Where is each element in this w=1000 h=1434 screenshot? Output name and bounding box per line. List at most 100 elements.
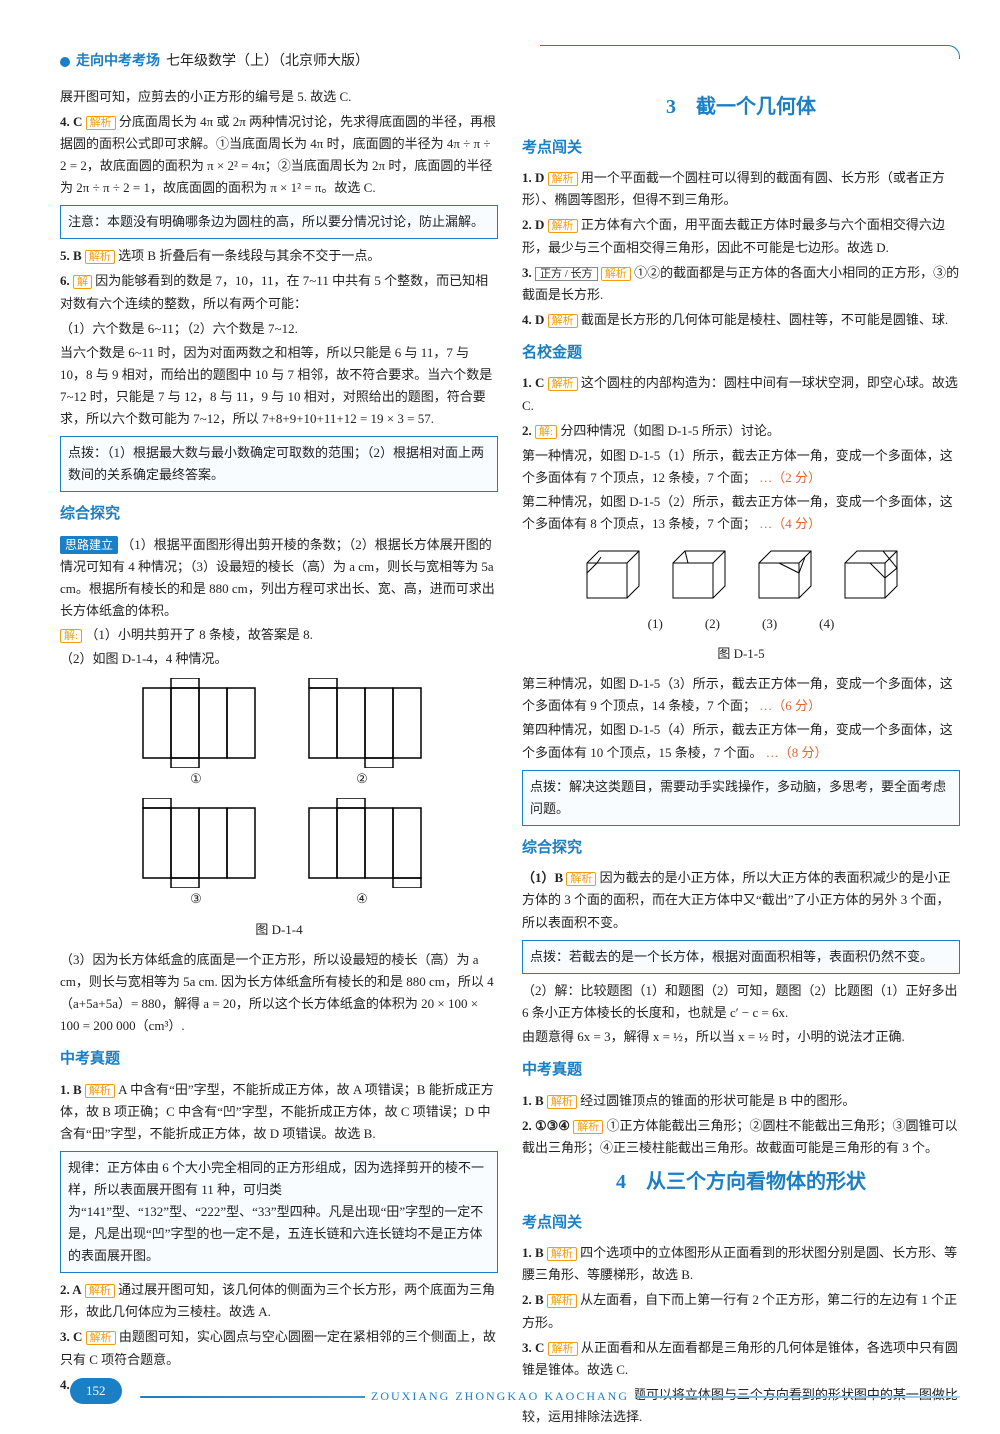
item-text: 由题图可知，实心圆点与空心圆圈一定在紧相邻的三个侧面上，故只有 C 项符合题意。 [60, 1329, 496, 1366]
note-box: 注意：本题没有明确哪条边为圆柱的高，所以要分情况讨论，防止漏解。 [60, 205, 498, 239]
jie-tag: 解 [73, 275, 92, 289]
header-subtitle: 七年级数学（上）（北京师大版） [166, 50, 369, 74]
section-title: 中考真题 [60, 1047, 498, 1073]
item-text: 从正面看和从左面看都是三角形的几何体是锥体，各选项中只有圆锥是锥体。故选 C. [522, 1340, 958, 1377]
tip-box: 点拨：若截去的是一个长方体，根据对面面积相等，表面积仍然不变。 [522, 940, 960, 974]
jiexi-tag: 解析 [601, 267, 631, 281]
item-label: 2. D [522, 217, 544, 232]
page-number: 152 [70, 1378, 122, 1404]
box-text: 点拨：若截去的是一个长方体，根据对面面积相等，表面积仍然不变。 [530, 949, 933, 964]
mx2-case1: 第一种情况，如图 D-1-5（1）所示，截去正方体一角，变成一个多面体，这个多面… [522, 445, 960, 489]
item-label: 2. ①③④ [522, 1118, 570, 1133]
item-text: 用一个平面截一个圆柱可以得到的截面有圆、长方形（或者正方形）、椭圆等图形，但得不… [522, 170, 945, 207]
item-text: 分四种情况（如图 D-1-5 所示）讨论。 [560, 423, 780, 438]
r-item-2: 2. D 解析 正方体有六个面，用平面去截正方体时最多与六个面相交得六边形，最少… [522, 214, 960, 258]
item-text: 分底面周长为 4π 或 2π 两种情况讨论，先求得底面圆的半径，再根据圆的面积公… [60, 114, 496, 195]
item-6-line: （1）六个数是 6~11；（2）六个数是 7~12. [60, 318, 498, 340]
points: …（4 分） [759, 516, 821, 531]
figure-row-2: ③ ④ [60, 798, 498, 910]
section-title: 综合探究 [60, 502, 498, 528]
jiexi-tag: 解析 [548, 172, 578, 186]
text: （1）小明共剪开了 8 条棱，故答案是 8. [85, 627, 313, 642]
item-label: 1. B [522, 1245, 544, 1260]
fig-3: ③ [121, 798, 271, 910]
box-text: 点拨：解决这类题目，需要动手实践操作，多动脑，多思考，要全面考虑问题。 [530, 779, 946, 816]
item-label: 2. A [60, 1282, 82, 1297]
zonghe-text: （1）根据平面图形得出剪开棱的条数；（2）根据长方体展开图的情况可知有 4 种情… [60, 537, 495, 618]
item-label: 6. [60, 273, 70, 288]
item-label: 4. C [60, 114, 82, 129]
jiexi-tag: 解析 [548, 1342, 578, 1356]
tip-box: 点拨：解决这类题目，需要动手实践操作，多动脑，多思考，要全面考虑问题。 [522, 770, 960, 826]
figure-caption: 图 D-1-4 [60, 919, 498, 941]
mx-item-2: 2. 解: 分四种情况（如图 D-1-5 所示）讨论。 [522, 420, 960, 442]
mx-item-1: 1. C 解析 这个圆柱的内部构造为：圆柱中间有一球状空洞，即空心球。故选 C. [522, 372, 960, 416]
item-text: 经过圆锥顶点的锥面的形状可能是 B 中的图形。 [580, 1093, 855, 1108]
jie-tag: 解: [535, 425, 557, 439]
item-6: 6. 解 因为能够看到的数是 7，10，11，在 7~11 中共有 5 个整数，… [60, 270, 498, 314]
zk2-item-1: 1. B 解析 经过圆锥顶点的锥面的形状可能是 B 中的图形。 [522, 1090, 960, 1112]
jiexi-tag: 解析 [548, 377, 578, 391]
points: …（8 分） [766, 745, 828, 760]
fig-1: ① [121, 678, 271, 790]
footer-text: ZOUXIANG ZHONGKAO KAOCHANG [365, 1386, 635, 1406]
item-label: 3. C [60, 1329, 82, 1344]
jiexi-tag: 解析 [85, 1084, 115, 1098]
item-text: A 中含有“田”字型，不能折成正方体，故 A 项错误；B 能折成正方体，故 B … [60, 1082, 494, 1141]
item-label: 5. B [60, 248, 82, 263]
item-5: 5. B 解析 选项 B 折叠后有一条线段与其余不交于一点。 [60, 245, 498, 267]
cube-3 [749, 543, 819, 609]
text: 第一种情况，如图 D-1-5（1）所示，截去正方体一角，变成一个多面体，这个多面… [522, 448, 953, 485]
jiexi-tag: 解析 [85, 250, 115, 264]
r-item-4: 4. D 解析 截面是长方形的几何体可能是棱柱、圆柱等，不可能是圆锥、球. [522, 309, 960, 331]
jiexi-tag: 解析 [547, 1247, 577, 1261]
item-label: 1. B [60, 1082, 82, 1097]
figure-row-1: ① ② [60, 678, 498, 790]
item-label: 3. C [522, 1340, 544, 1355]
cube-labels: (1) (2) (3) (4) [522, 613, 960, 635]
decorative-curve [540, 45, 960, 59]
kd4-item-3: 3. C 解析 从正面看和从左面看都是三角形的几何体是锥体，各选项中只有圆锥是锥… [522, 1337, 960, 1381]
zh-item-1: （1）B 解析 因为截去的是小正方体，所以大正方体的表面积减少的是小正方体的 3… [522, 867, 960, 933]
page: 走向中考考场 七年级数学（上）（北京师大版） 展开图可知，应剪去的小正方形的编号… [0, 0, 1000, 1434]
item-4: 4. C 解析 分底面周长为 4π 或 2π 两种情况讨论，先求得底面圆的半径，… [60, 111, 498, 199]
kd4-item-1: 1. B 解析 四个选项中的立体图形从正面看到的形状图分别是圆、长方形、等腰三角… [522, 1242, 960, 1286]
zonghe-s1: 解: （1）小明共剪开了 8 条棱，故答案是 8. [60, 624, 498, 646]
points: …（2 分） [759, 470, 821, 485]
item-label: 1. D [522, 170, 544, 185]
cube-2 [663, 543, 733, 609]
section-title: 考点闯关 [522, 1211, 960, 1237]
jiexi-tag: 解析 [547, 1294, 577, 1308]
mx2-case3: 第三种情况，如图 D-1-5（3）所示，截去正方体一角，变成一个多面体，这个多面… [522, 673, 960, 717]
left-column: 展开图可知，应剪去的小正方形的编号是 5. 故选 C. 4. C 解析 分底面周… [60, 84, 498, 1431]
r-item-1: 1. D 解析 用一个平面截一个圆柱可以得到的截面有圆、长方形（或者正方形）、椭… [522, 167, 960, 211]
item-label: 1. B [522, 1093, 544, 1108]
section-title: 考点闯关 [522, 136, 960, 162]
cube-1 [577, 543, 647, 609]
text: 第三种情况，如图 D-1-5（3）所示，截去正方体一角，变成一个多面体，这个多面… [522, 676, 953, 713]
cube-4 [835, 543, 905, 609]
box-text: 注意：本题没有明确哪条边为圆柱的高，所以要分情况讨论，防止漏解。 [68, 214, 484, 229]
rule-box: 规律：正方体由 6 个大小完全相同的正方形组成，因为选择剪开的棱不一样，所以表面… [60, 1151, 498, 1273]
text: 第四种情况，如图 D-1-5（4）所示，截去正方体一角，变成一个多面体，这个多面… [522, 722, 953, 759]
chapter-title: 4 从三个方向看物体的形状 [522, 1165, 960, 1199]
points: …（6 分） [759, 698, 821, 713]
fig-num: (4) [819, 613, 834, 635]
section-title: 中考真题 [522, 1058, 960, 1084]
intro-text: 展开图可知，应剪去的小正方形的编号是 5. 故选 C. [60, 86, 498, 108]
item-text: 正方体有六个面，用平面去截正方体时最多与六个面相交得六边形，最少与三个面相交得三… [522, 217, 945, 254]
fig-num: (3) [762, 613, 777, 635]
header-title: 走向中考考场 [76, 50, 160, 74]
jiexi-tag: 解析 [85, 1284, 115, 1298]
item-6-text2: 当六个数是 6~11 时，因为对面两数之和相等，所以只能是 6 与 11，7 与… [60, 342, 498, 430]
fig-4: ④ [287, 798, 437, 910]
box-text: 规律：正方体由 6 个大小完全相同的正方形组成，因为选择剪开的棱不一样，所以表面… [68, 1160, 484, 1263]
jiexi-tag: 解析 [547, 1095, 577, 1109]
cube-figs [522, 543, 960, 609]
mx2-case4: 第四种情况，如图 D-1-5（4）所示，截去正方体一角，变成一个多面体，这个多面… [522, 719, 960, 763]
fig-2: ② [287, 678, 437, 790]
jiexi-tag: 解析 [548, 219, 578, 233]
box-tag: 正方 / 长方 [535, 267, 598, 281]
item-label: （1）B [522, 870, 563, 885]
zk-item-2: 2. A 解析 通过展开图可知，该几何体的侧面为三个长方形，两个底面为三角形，故… [60, 1279, 498, 1323]
